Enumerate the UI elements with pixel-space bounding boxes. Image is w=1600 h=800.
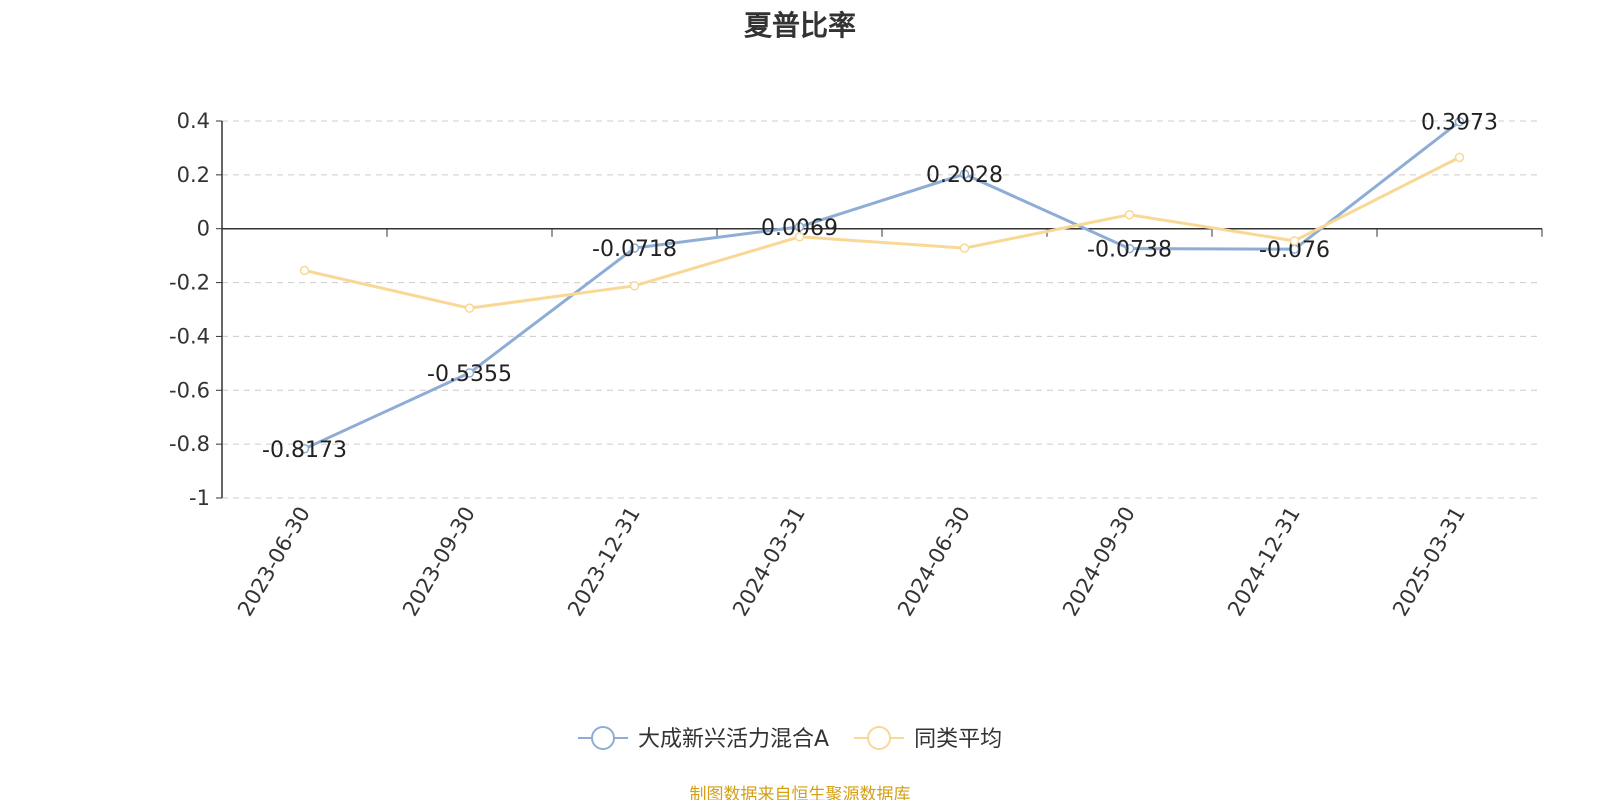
y-tick-label: -1 <box>189 486 210 510</box>
legend-marker <box>591 726 615 750</box>
y-tick-label: -0.6 <box>169 378 210 402</box>
x-tick-label: 2023-06-30 <box>233 503 315 621</box>
y-tick-label: -0.2 <box>169 271 210 295</box>
x-tick-label: 2024-03-31 <box>728 503 810 621</box>
series-2-point <box>299 265 310 276</box>
series-2-point <box>1454 152 1465 163</box>
series-2-point <box>1289 236 1300 246</box>
series-line-1 <box>303 120 1461 451</box>
series-1-point <box>959 169 970 179</box>
y-tick-label: 0.2 <box>177 163 210 187</box>
series-1-point <box>629 243 640 253</box>
data-label: -0.8173 <box>262 438 347 463</box>
series-2-point <box>794 232 805 242</box>
legend-label: 同类平均 <box>914 727 1002 752</box>
x-tick-label: 2023-09-30 <box>398 503 480 621</box>
series-1-point <box>1454 116 1465 127</box>
y-tick-label: -0.4 <box>169 324 210 348</box>
legend-marker <box>867 726 892 750</box>
y-tick-label: 0 <box>197 217 210 241</box>
series-2-point <box>1124 209 1135 220</box>
x-tick-label: 2024-09-30 <box>1058 503 1140 621</box>
series-line-2 <box>304 156 1461 310</box>
x-tick-label: 2024-06-30 <box>893 503 975 621</box>
x-tick-label: 2025-03-31 <box>1388 503 1470 621</box>
series-2-point <box>464 303 475 313</box>
data-label: -0.0718 <box>592 237 677 262</box>
y-tick-label: -0.8 <box>169 432 210 456</box>
y-tick-label: 0.4 <box>177 109 210 133</box>
series-1-point <box>1124 243 1135 254</box>
x-tick-label: 2023-12-31 <box>563 503 645 621</box>
series-1-point <box>464 368 475 378</box>
data-label: 0.2028 <box>926 163 1003 188</box>
legend-label: 大成新兴活力混合A <box>638 727 829 752</box>
series-2-point <box>629 281 640 291</box>
series-2-point <box>959 243 970 253</box>
legend-item: 大成新兴活力混合A <box>578 726 829 752</box>
x-tick-label: 2024-12-31 <box>1223 503 1305 621</box>
chart-title: 夏普比率 <box>743 9 856 42</box>
series-1-point <box>299 444 310 454</box>
data-label: 0.3973 <box>1421 111 1498 136</box>
source-note: 制图数据来自恒生聚源数据库 <box>689 785 911 800</box>
series-1-point <box>794 222 805 232</box>
data-label: -0.0738 <box>1087 238 1172 263</box>
legend-item: 同类平均 <box>854 726 1002 752</box>
data-label: -0.5355 <box>427 362 512 387</box>
